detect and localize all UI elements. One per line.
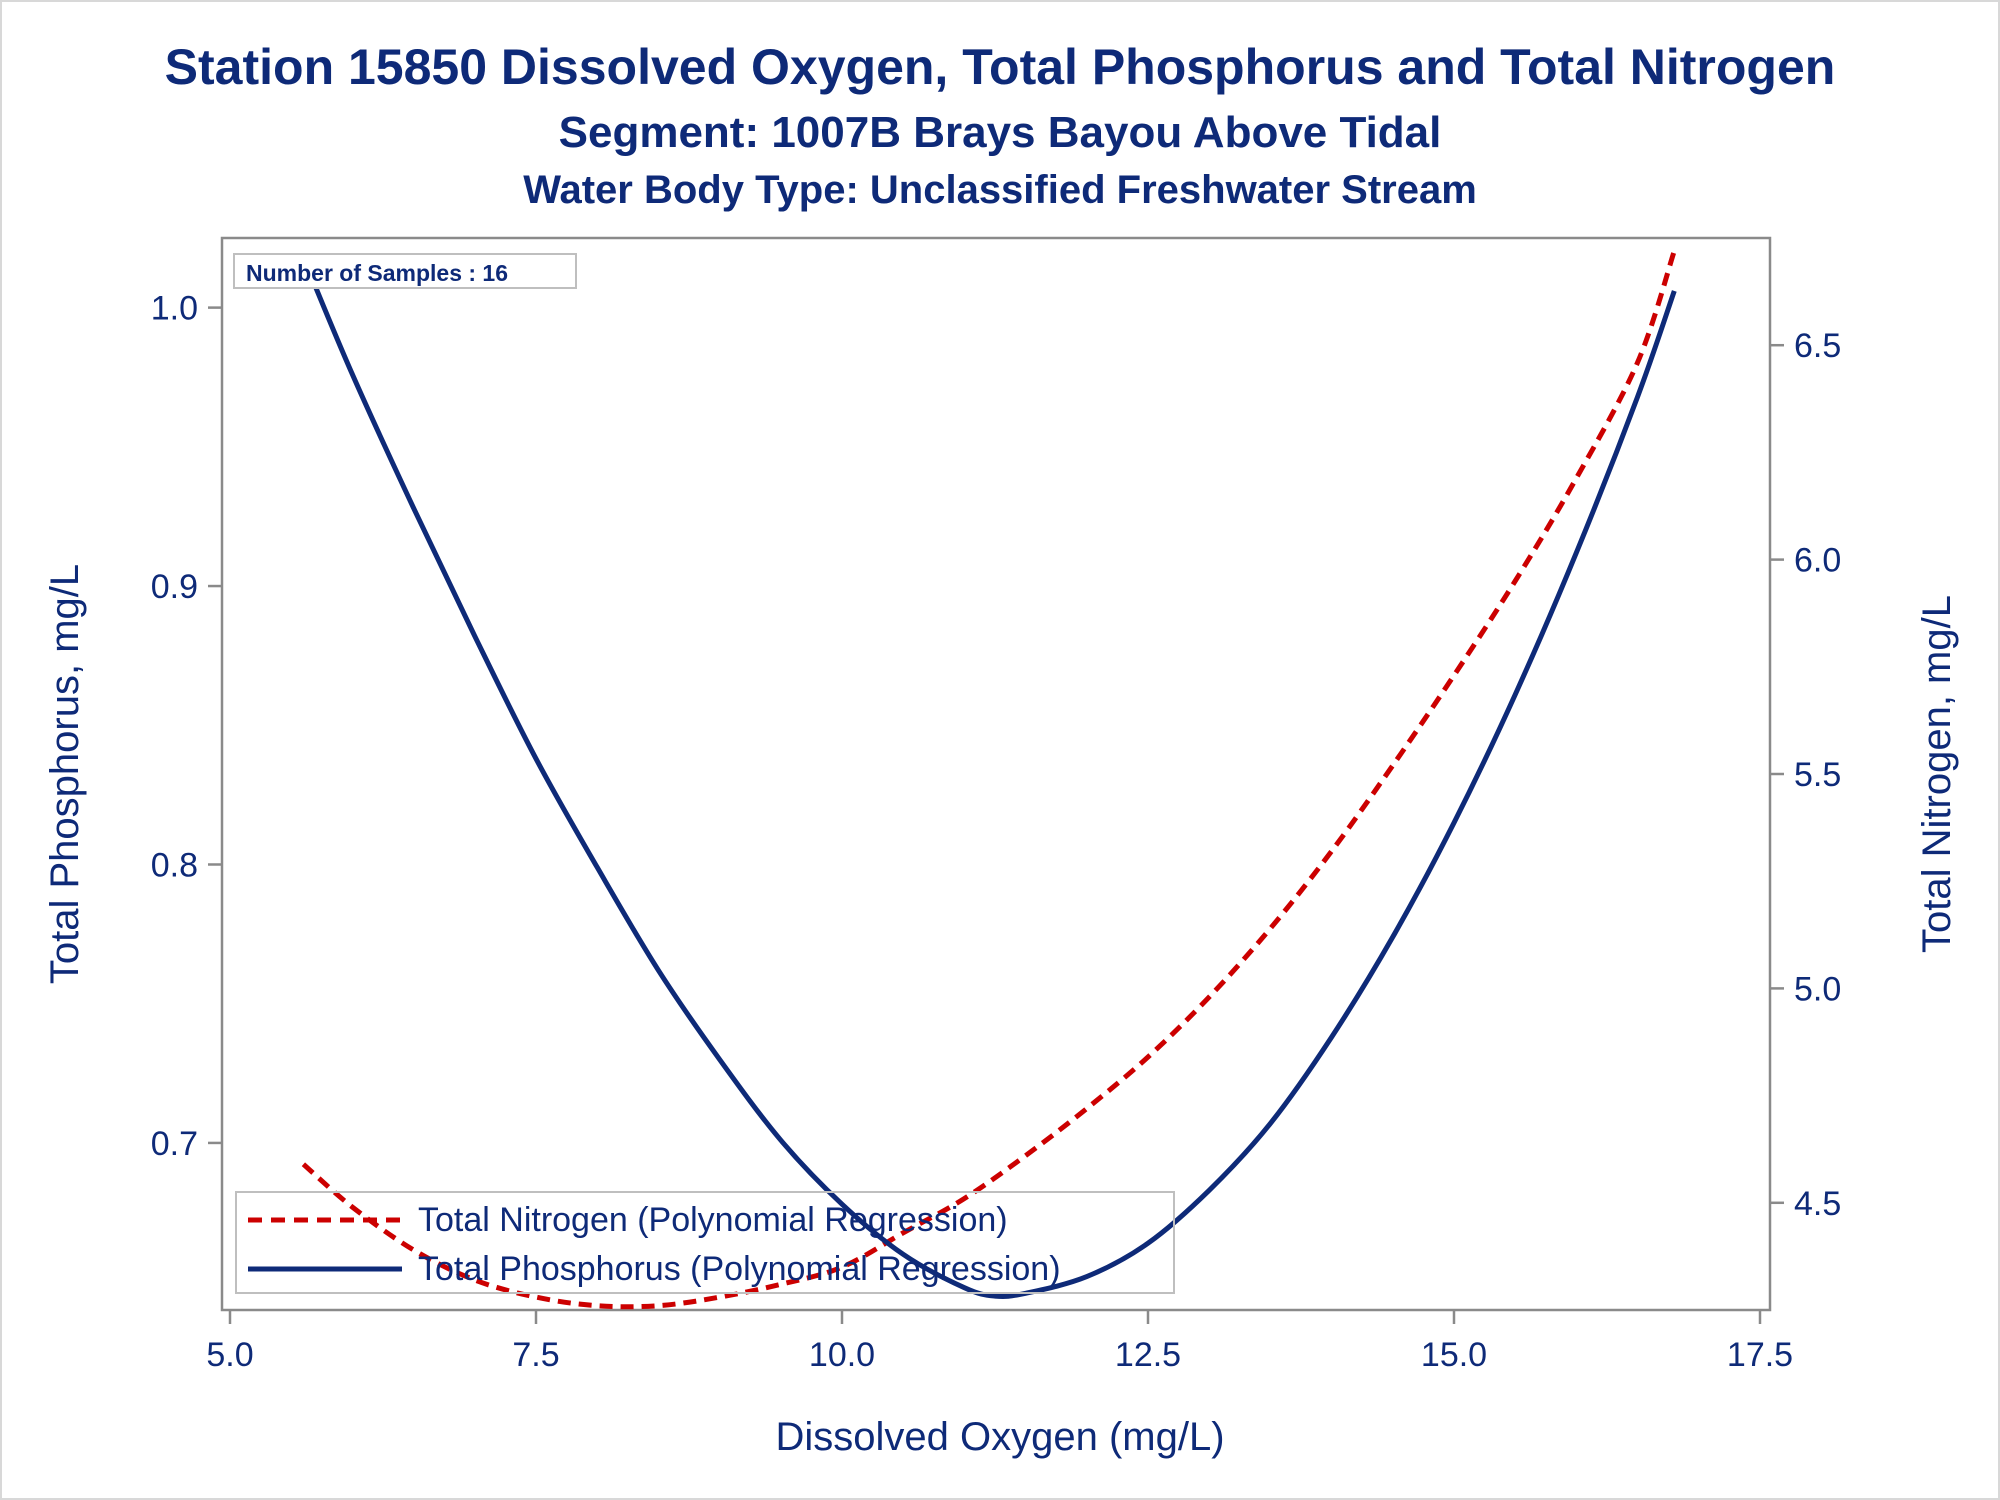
legend-nitrogen-label: Total Nitrogen (Polynomial Regression) xyxy=(418,1201,1008,1239)
x-tick-label: 17.5 xyxy=(1727,1336,1793,1374)
y-left-tick-label: 0.9 xyxy=(151,568,198,606)
y-right-tick-label: 5.5 xyxy=(1794,756,1841,794)
x-tick-label: 15.0 xyxy=(1421,1336,1487,1374)
chart-title: Station 15850 Dissolved Oxygen, Total Ph… xyxy=(164,39,1836,95)
y-left-tick-label: 0.7 xyxy=(151,1125,198,1163)
y-right-tick-label: 6.5 xyxy=(1794,327,1841,365)
x-tick-label: 12.5 xyxy=(1115,1336,1181,1374)
nitrogen-regression-line xyxy=(301,250,1677,1310)
y-left-tick-label: 0.8 xyxy=(151,846,198,884)
y-left-tick-label: 1.0 xyxy=(151,290,198,328)
y-right-tick-label: 4.5 xyxy=(1794,1185,1841,1223)
y-right-tick-label: 5.0 xyxy=(1794,970,1841,1008)
phosphorus-regression-line xyxy=(301,256,1677,1299)
x-tick-label: 7.5 xyxy=(512,1336,559,1374)
plot-area-frame xyxy=(220,236,1772,1312)
sample-count-box xyxy=(233,253,577,289)
y-right-tick-label: 6.0 xyxy=(1794,542,1841,580)
legend-box xyxy=(235,1191,1175,1294)
x-tick-label: 5.0 xyxy=(206,1336,253,1374)
y-axis-right-label: Total Nitrogen, mg/L xyxy=(1915,595,1959,953)
chart-subtitle-water-body: Water Body Type: Unclassified Freshwater… xyxy=(523,168,1477,212)
x-axis-label: Dissolved Oxygen (mg/L) xyxy=(775,1415,1224,1459)
x-tick-label: 10.0 xyxy=(809,1336,875,1374)
legend-phosphorus-label: Total Phosphorus (Polynomial Regression) xyxy=(418,1250,1061,1288)
chart-subtitle-segment: Segment: 1007B Brays Bayou Above Tidal xyxy=(558,108,1442,157)
sample-count-label: Number of Samples : 16 xyxy=(246,260,508,286)
y-axis-left-label: Total Phosphorus, mg/L xyxy=(43,564,87,984)
